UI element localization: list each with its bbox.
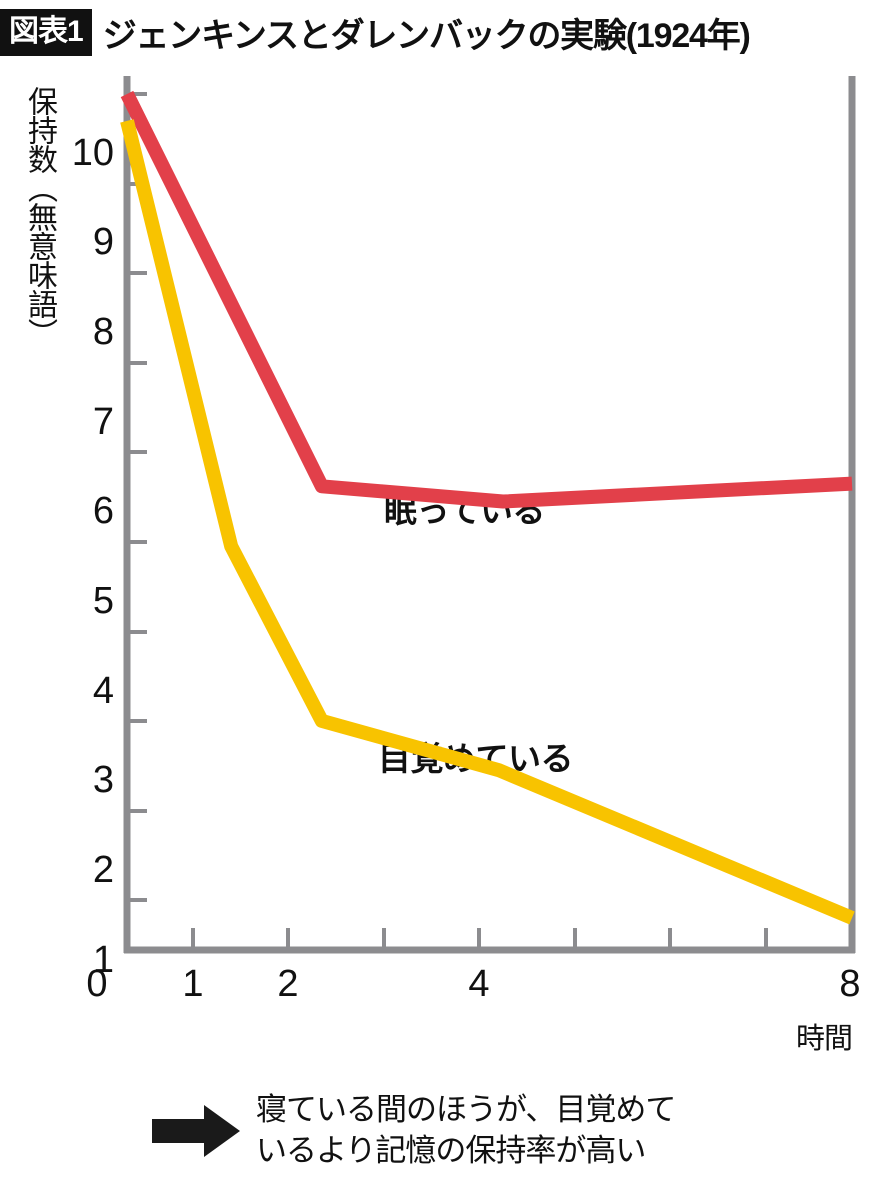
figure-number-badge: 図表1	[0, 8, 92, 56]
right-arrow-icon	[152, 1105, 240, 1157]
series-line-sleeping	[120, 90, 853, 509]
footnote-text: 寝ている間のほうが、目覚めて いるより記憶の保持率が高い	[256, 1092, 676, 1168]
y-axis-title: 保持数（無意味語）	[23, 86, 56, 347]
x-tick-label-8: 8	[839, 963, 861, 1005]
y-tick-label-9: 9	[92, 221, 114, 263]
y-tick-label-1: 1	[92, 939, 114, 981]
y-tick-label-2: 2	[92, 849, 114, 891]
series-line-awake	[120, 119, 855, 925]
x-tick-label-2: 2	[277, 963, 299, 1005]
y-tick-label-4: 4	[92, 670, 114, 712]
y-axis-ticks	[127, 92, 147, 902]
y-tick-label-7: 7	[92, 401, 114, 443]
x-axis-ticks	[191, 928, 768, 950]
y-tick-label-8: 8	[92, 311, 114, 353]
chart-header: 図表1 ジェンキンスとダレンバックの実験(1924年)	[0, 6, 870, 58]
y-tick-label-10: 10	[71, 132, 114, 174]
chart-container: 保持数（無意味語） 10 9 8 7 6 5 4 3 2 1 0 1 2 4 8…	[0, 60, 870, 1060]
x-axis-title: 時間	[796, 1023, 853, 1055]
chart-plot	[120, 76, 856, 954]
chart-axes	[123, 76, 856, 954]
y-tick-label-3: 3	[92, 759, 114, 801]
footnote-callout: 寝ている間のほうが、目覚めて いるより記憶の保持率が高い	[0, 1078, 870, 1184]
y-tick-label-5: 5	[92, 580, 114, 622]
y-tick-label-6: 6	[92, 490, 114, 532]
x-tick-label-0: 0	[86, 963, 108, 1005]
x-tick-label-4: 4	[468, 963, 490, 1005]
page-title: ジェンキンスとダレンバックの実験(1924年)	[102, 16, 751, 55]
x-tick-label-1: 1	[182, 963, 204, 1005]
